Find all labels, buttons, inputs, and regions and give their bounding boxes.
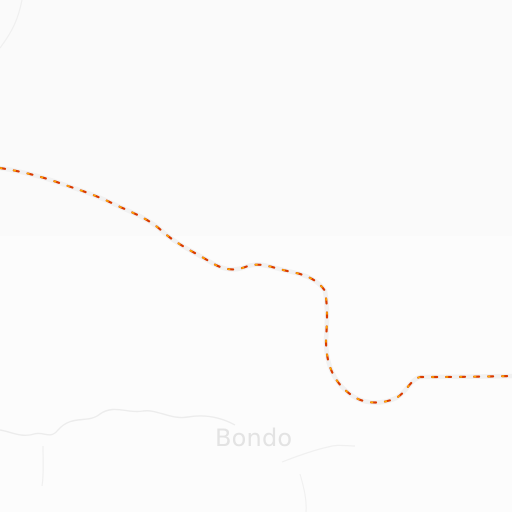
southern-right-line [299, 473, 307, 512]
southern-river-line [0, 408, 236, 437]
border-dash-orange [0, 167, 512, 404]
top-left-minor-line [0, 0, 23, 49]
lower-terrain-tint [0, 236, 512, 512]
southern-secondary-line [41, 445, 44, 487]
upper-terrain-tint [0, 0, 512, 236]
southern-east-line [281, 444, 356, 463]
